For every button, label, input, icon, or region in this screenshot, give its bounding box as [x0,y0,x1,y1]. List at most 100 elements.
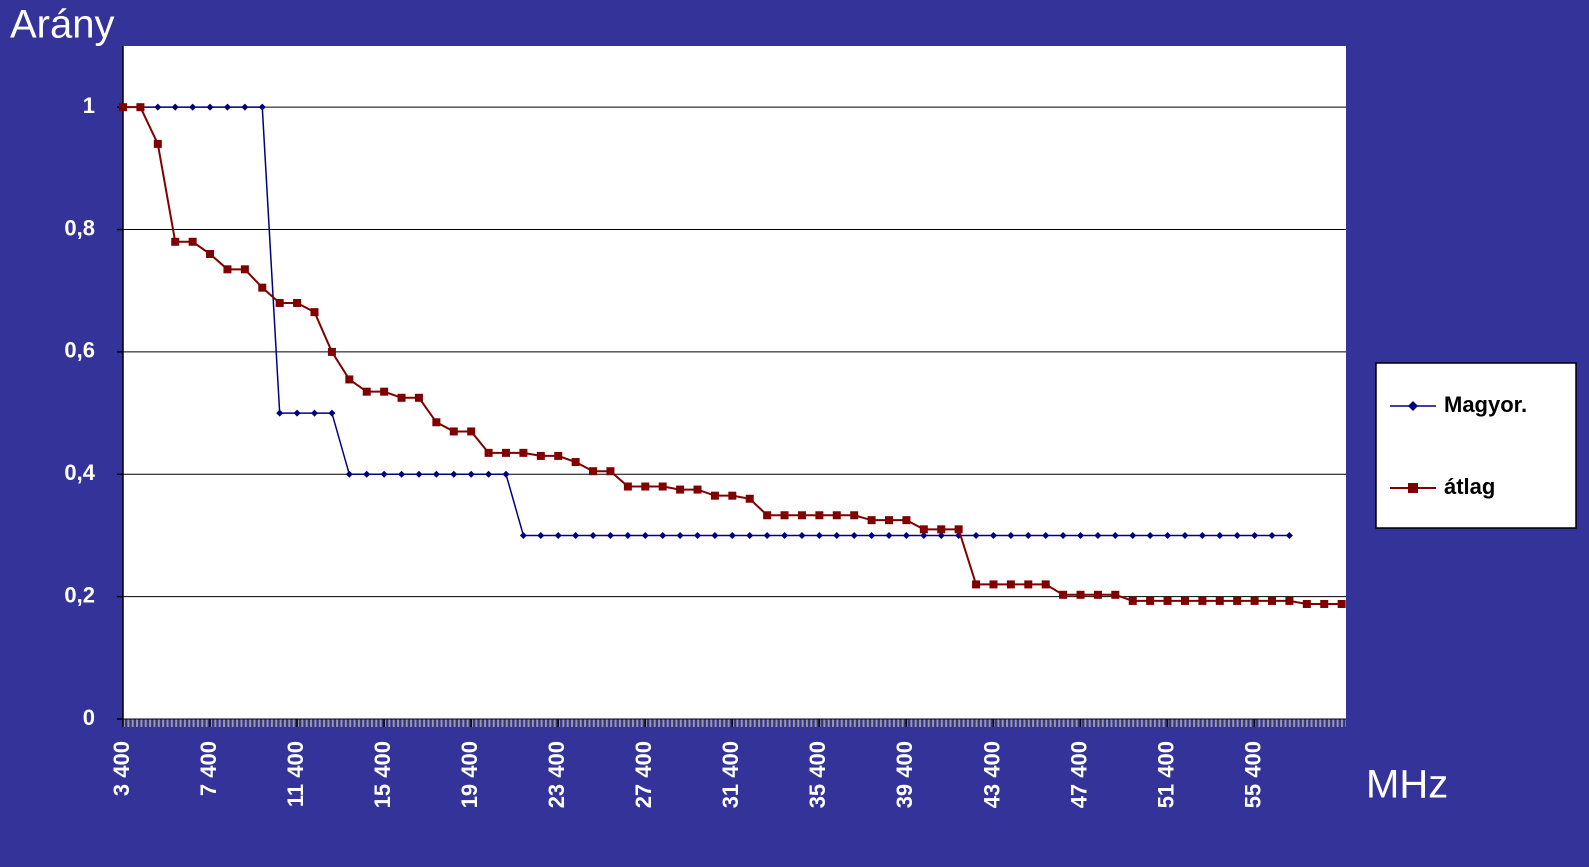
marker [989,531,997,539]
marker [398,470,406,478]
marker [1215,596,1224,605]
marker [1250,596,1259,605]
marker [154,103,162,111]
legend-marker [1408,483,1418,493]
x-tick-label: 31 400 [718,741,743,808]
marker [345,470,353,478]
x-tick-label: 51 400 [1153,741,1178,808]
marker [676,485,685,494]
marker [519,448,528,457]
marker [937,525,946,534]
marker [1285,531,1293,539]
x-tick-label: 27 400 [631,741,656,808]
marker [1146,531,1154,539]
marker [1042,531,1050,539]
marker [1059,531,1067,539]
marker [1076,590,1085,599]
marker [485,470,493,478]
marker [467,470,475,478]
marker [275,298,284,307]
marker [1268,596,1277,605]
marker [206,250,215,259]
marker [902,531,910,539]
marker [362,387,371,396]
marker [310,308,319,317]
marker [1094,531,1102,539]
marker [519,531,527,539]
marker [1146,596,1155,605]
marker [728,491,737,500]
marker [1233,596,1242,605]
marker [589,467,598,476]
marker [188,237,197,246]
marker [1251,531,1259,539]
marker [798,531,806,539]
x-tick-label: 55 400 [1240,741,1265,808]
marker [641,531,649,539]
marker [171,237,180,246]
marker [345,375,354,384]
marker [589,531,597,539]
marker [641,482,650,491]
marker [902,516,911,525]
marker [276,409,284,417]
y-tick-label: 0,8 [64,215,95,240]
marker [815,511,824,520]
marker [868,531,876,539]
marker [937,531,945,539]
marker [658,482,667,491]
marker [1268,531,1276,539]
marker [1181,531,1189,539]
marker [554,451,563,460]
marker [432,418,441,427]
marker [1111,590,1120,599]
marker [1024,531,1032,539]
x-tick-label: 23 400 [544,741,569,808]
marker [832,511,841,520]
marker [1285,596,1294,605]
marker [1006,580,1015,589]
marker [1093,590,1102,599]
marker [1216,531,1224,539]
marker [536,451,545,460]
x-tick-label: 47 400 [1066,741,1091,808]
marker [1111,531,1119,539]
marker [780,511,789,520]
x-tick-label: 7 400 [196,741,221,796]
marker [572,531,580,539]
marker [1320,599,1329,608]
marker [850,511,859,520]
marker [1164,531,1172,539]
marker [1337,599,1346,608]
legend-label: Magyor. [1444,392,1527,417]
marker [206,103,214,111]
marker [850,531,858,539]
marker [1302,599,1311,608]
marker [606,531,614,539]
marker [223,265,232,274]
marker [537,531,545,539]
x-tick-label: 43 400 [979,741,1004,808]
marker [327,347,336,356]
marker [1024,580,1033,589]
legend-label: átlag [1444,474,1495,499]
marker [1007,531,1015,539]
marker [763,531,771,539]
marker [1180,596,1189,605]
marker [885,531,893,539]
x-tick-label: 11 400 [283,741,308,807]
marker [223,103,231,111]
marker [1041,580,1050,589]
marker [502,470,510,478]
marker [397,393,406,402]
marker [710,491,719,500]
marker [815,531,823,539]
marker [293,409,301,417]
marker [919,525,928,534]
marker [450,470,458,478]
marker [328,409,336,417]
x-tick-label: 15 400 [370,741,395,808]
marker [484,448,493,457]
